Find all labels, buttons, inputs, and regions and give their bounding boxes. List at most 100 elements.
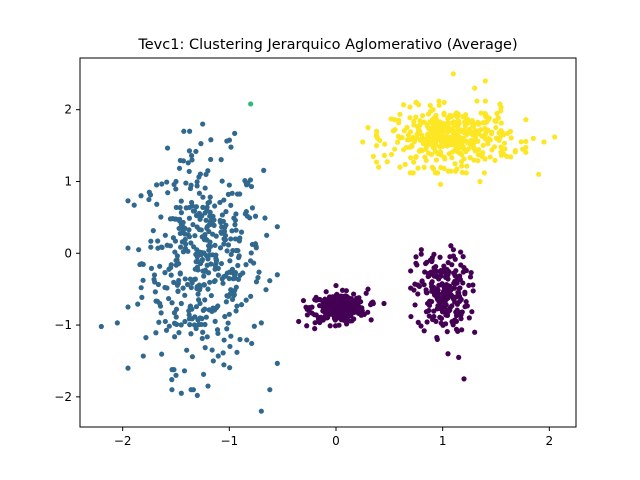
data-point-left <box>212 318 218 324</box>
data-point-bottom <box>338 305 344 312</box>
data-point-top <box>436 98 442 104</box>
data-point-left <box>232 236 239 242</box>
data-point-top <box>459 163 465 169</box>
data-point-bottom <box>452 281 458 287</box>
data-point-top <box>392 127 398 133</box>
data-point-bottom <box>329 296 336 302</box>
data-point-top <box>501 132 507 138</box>
data-point-top <box>498 144 504 150</box>
data-point-left <box>158 310 164 316</box>
data-point-left <box>186 168 192 175</box>
x-tick-label: 2 <box>546 434 554 448</box>
data-point-bottom <box>333 282 339 289</box>
data-point-left <box>205 286 211 292</box>
data-point-bottom <box>350 291 357 297</box>
data-point-left <box>234 303 240 309</box>
data-point-left <box>233 247 239 254</box>
data-point-left <box>206 222 212 228</box>
data-point-bottom <box>423 309 430 315</box>
data-point-bottom <box>332 323 339 329</box>
data-point-left <box>184 347 190 353</box>
data-point-bottom <box>415 319 421 325</box>
data-point-left <box>189 354 196 360</box>
data-point-left <box>180 285 186 291</box>
data-point-top <box>454 128 460 135</box>
y-tick-label: −2 <box>54 390 72 404</box>
data-point-left <box>197 300 203 307</box>
data-point-bottom <box>453 312 460 319</box>
data-point-left <box>180 158 187 164</box>
data-point-top <box>427 102 433 109</box>
data-point-left <box>236 253 242 259</box>
data-point-left <box>181 128 187 134</box>
data-point-left <box>229 266 236 272</box>
data-point-left <box>201 281 207 288</box>
data-point-top <box>494 110 500 117</box>
data-point-bottom <box>454 307 460 313</box>
data-point-bottom <box>429 287 435 293</box>
data-point-bottom <box>459 327 465 333</box>
data-point-bottom <box>451 270 457 276</box>
data-point-left <box>199 335 205 342</box>
data-point-bottom <box>440 300 446 307</box>
data-point-left <box>224 248 230 254</box>
data-point-bottom <box>418 323 424 329</box>
data-point-left <box>234 349 240 355</box>
data-point-left <box>140 277 146 283</box>
data-point-bottom <box>340 299 346 305</box>
data-point-bottom <box>418 247 424 253</box>
data-point-left <box>223 209 229 215</box>
data-point-top <box>373 133 380 139</box>
data-point-left <box>176 330 182 336</box>
data-point-top <box>376 164 382 170</box>
data-point-left <box>202 345 208 351</box>
data-point-bottom <box>322 300 328 306</box>
data-point-left <box>201 273 207 279</box>
y-tick-label: 0 <box>64 246 72 260</box>
data-point-top <box>413 99 419 106</box>
data-point-bottom <box>457 276 463 283</box>
data-point-top <box>421 164 427 170</box>
data-point-left <box>247 215 253 221</box>
data-point-left <box>218 260 225 267</box>
data-point-top <box>455 123 461 129</box>
data-point-top <box>497 101 503 107</box>
data-point-left <box>125 304 131 310</box>
data-point-bottom <box>408 268 414 274</box>
data-point-left <box>171 310 178 316</box>
data-point-top <box>498 149 504 155</box>
data-point-bottom <box>317 318 323 325</box>
data-point-left <box>159 181 165 187</box>
data-point-left <box>247 258 254 264</box>
data-point-bottom <box>434 306 440 312</box>
data-point-left <box>219 276 225 282</box>
data-point-left <box>208 156 214 163</box>
data-point-left <box>192 233 198 239</box>
data-point-top <box>454 114 460 120</box>
data-point-top <box>446 151 452 157</box>
data-point-bottom <box>365 286 371 292</box>
data-point-left <box>220 350 226 356</box>
data-point-left <box>198 141 204 147</box>
data-point-left <box>233 211 239 217</box>
data-point-left <box>229 228 235 234</box>
data-point-left <box>248 183 255 190</box>
data-point-left <box>232 130 238 136</box>
chart-title: Tevc1: Clustering Jerarquico Aglomerativ… <box>137 37 517 53</box>
data-point-left <box>168 265 174 271</box>
data-point-left <box>172 249 178 255</box>
data-point-bottom <box>415 291 421 297</box>
data-point-top <box>471 157 477 163</box>
data-point-top <box>482 120 489 126</box>
data-point-left <box>187 303 194 309</box>
data-point-left <box>244 337 250 343</box>
data-point-left <box>173 262 179 268</box>
data-point-bottom <box>445 351 451 357</box>
data-point-top <box>401 128 407 134</box>
x-tick-label: −2 <box>114 434 132 448</box>
data-point-bottom <box>456 354 462 360</box>
data-point-left <box>174 321 180 328</box>
data-point-bottom <box>461 265 467 271</box>
data-point-bottom <box>368 317 374 323</box>
data-point-top <box>411 159 417 165</box>
